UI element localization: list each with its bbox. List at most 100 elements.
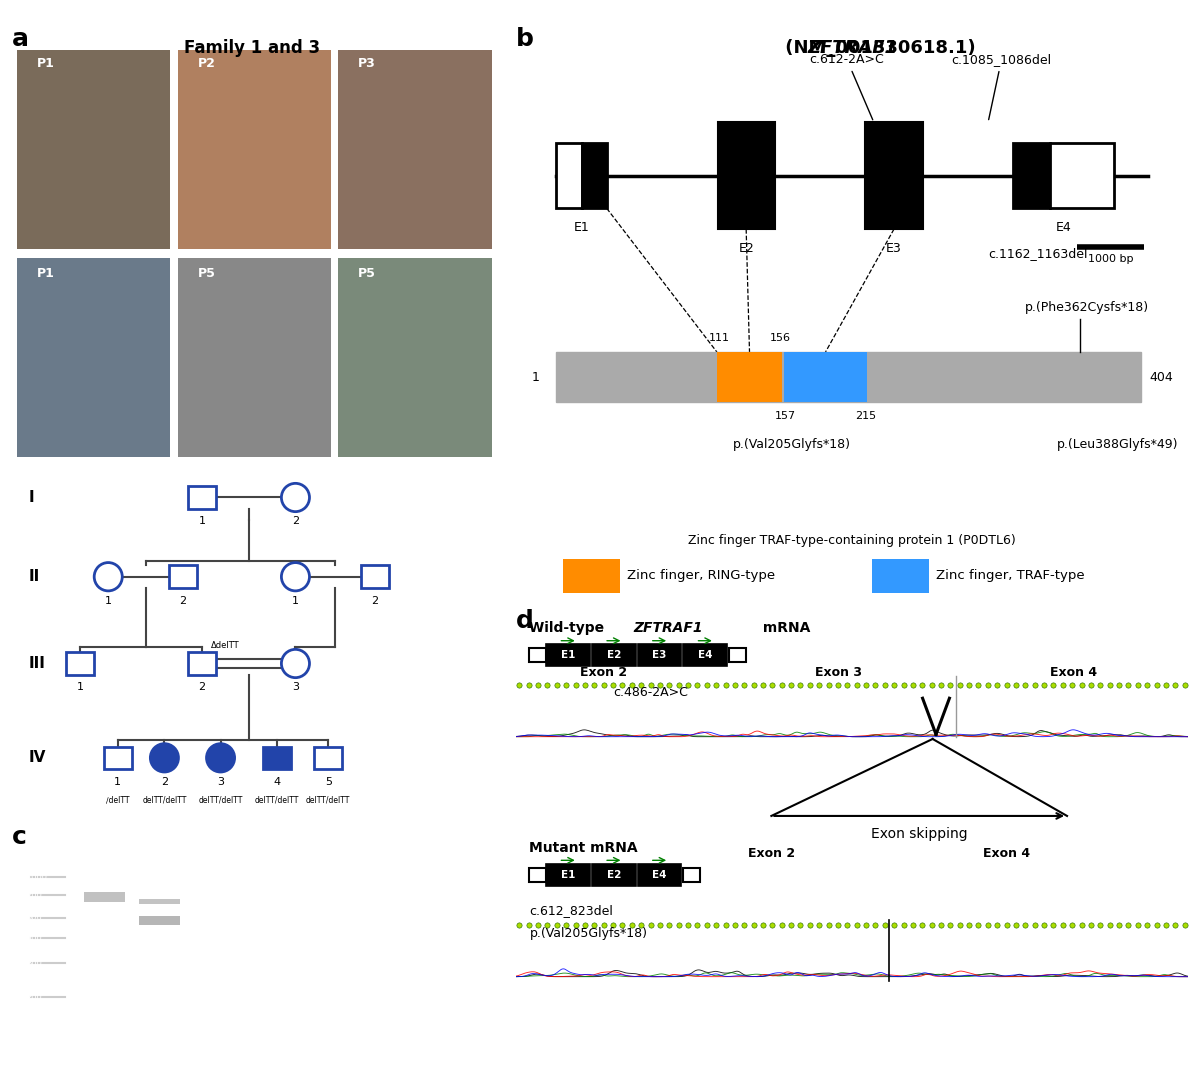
- Text: 400: 400: [26, 934, 42, 942]
- Text: P5: P5: [359, 266, 376, 279]
- Text: 700: 700: [26, 890, 42, 900]
- Text: P5: P5: [198, 266, 215, 279]
- Bar: [865, 122, 923, 229]
- Text: P1: P1: [37, 57, 54, 70]
- Text: P2: P2: [198, 57, 215, 70]
- Text: c.1162_1163del: c.1162_1163del: [989, 247, 1088, 260]
- Text: II: II: [29, 569, 40, 584]
- Bar: [84, 892, 125, 902]
- Text: E3: E3: [886, 243, 902, 255]
- Text: Ladder: Ladder: [31, 814, 60, 842]
- Text: E2: E2: [738, 243, 754, 255]
- Bar: [592, 863, 636, 886]
- Text: P3: P3: [359, 57, 376, 70]
- Text: E4: E4: [1056, 221, 1072, 234]
- Text: E1: E1: [560, 650, 575, 660]
- Bar: [1013, 143, 1050, 208]
- Text: 111: 111: [708, 333, 730, 343]
- Text: E2: E2: [606, 870, 620, 880]
- Text: Exon 2: Exon 2: [580, 665, 626, 678]
- Text: p.(Phe362Cysfs*18): p.(Phe362Cysfs*18): [1025, 301, 1148, 314]
- Bar: [169, 565, 197, 589]
- Text: 404: 404: [1150, 371, 1172, 384]
- Text: 2: 2: [292, 516, 299, 526]
- Text: 157: 157: [775, 412, 796, 421]
- Text: P5: P5: [154, 828, 168, 842]
- Bar: [872, 559, 929, 593]
- Text: 1000: 1000: [26, 872, 48, 882]
- Text: I: I: [29, 490, 35, 505]
- Text: Mutant mRNA: Mutant mRNA: [529, 841, 638, 855]
- Text: delTT/delTT: delTT/delTT: [198, 796, 242, 804]
- Text: P1: P1: [37, 266, 54, 279]
- Text: 1: 1: [114, 776, 121, 787]
- Text: 2: 2: [180, 595, 187, 606]
- Text: Control: Control: [85, 813, 115, 842]
- Ellipse shape: [206, 744, 235, 772]
- Bar: [263, 747, 290, 770]
- Text: p.(Val205Glyfs*18): p.(Val205Glyfs*18): [733, 438, 851, 451]
- Bar: [563, 559, 620, 593]
- Text: 200: 200: [26, 993, 42, 1001]
- Bar: [730, 648, 746, 662]
- Bar: [683, 645, 727, 666]
- Bar: [637, 645, 682, 666]
- Text: 300: 300: [26, 958, 42, 968]
- Text: E2: E2: [606, 650, 620, 660]
- Text: 2: 2: [372, 595, 378, 606]
- Bar: [103, 747, 132, 770]
- Bar: [557, 143, 582, 208]
- Text: delTT/delTT: delTT/delTT: [254, 796, 299, 804]
- Text: d: d: [516, 609, 534, 633]
- Text: 1: 1: [292, 595, 299, 606]
- Bar: [546, 863, 590, 886]
- Text: 1: 1: [77, 682, 84, 692]
- Text: ZFTRAF1: ZFTRAF1: [634, 621, 703, 635]
- Ellipse shape: [150, 744, 179, 772]
- Bar: [361, 565, 389, 589]
- Text: 4: 4: [274, 776, 281, 787]
- Bar: [718, 122, 775, 229]
- Text: IV: IV: [29, 750, 46, 765]
- Text: Negative: Negative: [186, 806, 221, 842]
- Text: delTT/delTT: delTT/delTT: [143, 796, 186, 804]
- Text: Exon 3: Exon 3: [815, 665, 862, 678]
- Text: Zinc finger, RING-type: Zinc finger, RING-type: [626, 569, 775, 582]
- Text: delTT/delTT: delTT/delTT: [306, 796, 350, 804]
- Bar: [178, 50, 331, 249]
- Bar: [529, 648, 546, 662]
- Text: c.1085_1086del: c.1085_1086del: [952, 53, 1051, 120]
- Bar: [139, 899, 180, 904]
- Bar: [188, 486, 216, 509]
- Text: 1: 1: [104, 595, 112, 606]
- Text: E1: E1: [560, 870, 575, 880]
- Bar: [637, 863, 682, 886]
- Text: 2: 2: [161, 776, 168, 787]
- Text: Exon 4: Exon 4: [983, 846, 1030, 859]
- Text: 215: 215: [854, 412, 876, 421]
- Text: ∕delTT: ∕delTT: [106, 796, 130, 804]
- Text: c.612_823del: c.612_823del: [529, 904, 613, 917]
- Bar: [557, 353, 1141, 402]
- Bar: [188, 652, 216, 675]
- Text: E4: E4: [698, 650, 713, 660]
- Ellipse shape: [95, 563, 122, 591]
- Bar: [716, 353, 782, 402]
- Text: E4: E4: [653, 870, 667, 880]
- Text: 1000 bp: 1000 bp: [1088, 254, 1134, 264]
- Bar: [546, 645, 590, 666]
- Text: E3: E3: [653, 650, 667, 660]
- Text: Exon 2: Exon 2: [748, 846, 794, 859]
- Text: p.(Leu388Glyfs*49): p.(Leu388Glyfs*49): [1057, 438, 1178, 451]
- Text: c.612-2A>C: c.612-2A>C: [810, 53, 884, 120]
- Text: 1: 1: [532, 371, 540, 384]
- Text: Zinc finger, TRAF-type: Zinc finger, TRAF-type: [936, 569, 1085, 582]
- Text: ZFTRAF1: ZFTRAF1: [808, 39, 898, 57]
- Bar: [784, 353, 868, 402]
- Text: Family 1 and 3: Family 1 and 3: [184, 39, 320, 57]
- Text: mRNA: mRNA: [758, 621, 810, 635]
- Text: ΔdelTT: ΔdelTT: [211, 641, 240, 650]
- Text: 3: 3: [292, 682, 299, 692]
- Bar: [17, 50, 170, 249]
- Text: a: a: [12, 27, 29, 51]
